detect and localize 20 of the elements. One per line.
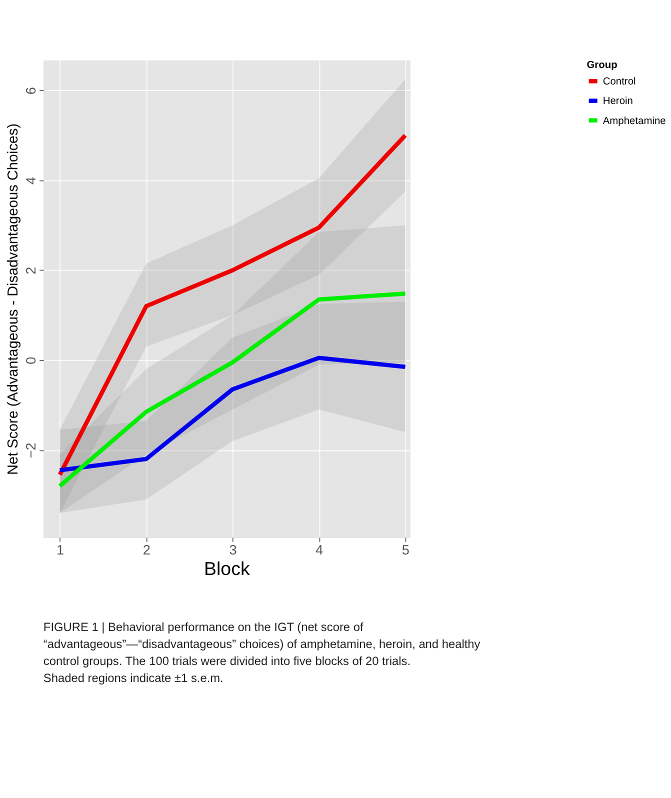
y-tick-label: 0 — [23, 356, 38, 364]
y-tick-label: −2 — [23, 442, 38, 458]
x-tick-label: 3 — [229, 542, 237, 558]
y-tick-label: 2 — [23, 266, 38, 274]
y-axis-title: Net Score (Advantageous - Disadvantageous Choices) — [5, 123, 22, 475]
legend-label: Amphetamine — [602, 116, 666, 127]
legend-label: Control — [602, 76, 636, 88]
line-series — [58, 133, 408, 477]
x-tick-label: 1 — [56, 542, 64, 558]
line-series — [58, 356, 408, 472]
caption: FIGURE 1 | Behavioral performance on the IGT (net score of “advantageous”—“disadvantageous” choices) of amphetamine, heroin, and healthy control groups. The 100 trials were divided into five blocks of 20 trials. Shaded regions indicate ±1 s.e.m. — [43, 620, 480, 685]
legend-label: Heroin — [602, 96, 634, 108]
x-axis-title: Block — [204, 558, 250, 580]
x-tick-label: 4 — [316, 542, 324, 558]
line-series — [58, 291, 408, 488]
legend-title: Group — [586, 60, 618, 72]
y-tick-label: 4 — [23, 176, 38, 185]
x-tick-label: 5 — [402, 542, 410, 558]
x-tick-label: 2 — [142, 542, 150, 558]
y-tick-label: 6 — [23, 87, 38, 95]
